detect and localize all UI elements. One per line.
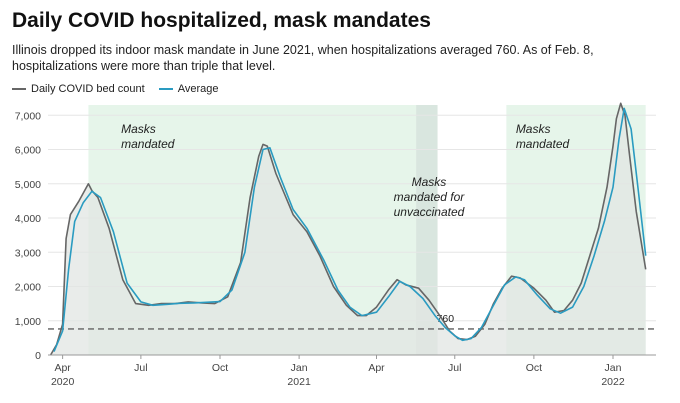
annotation-1-line-0: Masks bbox=[412, 175, 447, 189]
y-tick-label-1000: 1,000 bbox=[15, 316, 41, 328]
x-tick-label-6: Oct bbox=[526, 362, 542, 374]
annotation-1-line-1: mandated for bbox=[394, 190, 466, 204]
y-tick-label-3000: 3,000 bbox=[15, 247, 41, 259]
annotation-0-line-1: mandated bbox=[121, 137, 175, 151]
annotation-2-line-1: mandated bbox=[516, 137, 570, 151]
y-tick-label-6000: 6,000 bbox=[15, 145, 41, 157]
x-tick-year-2020: 2020 bbox=[51, 376, 75, 388]
legend-label-average: Average bbox=[177, 83, 219, 95]
x-tick-label-7: Jan bbox=[605, 362, 622, 374]
y-tick-label-2000: 2,000 bbox=[15, 282, 41, 294]
annotation-1-line-2: unvaccinated bbox=[394, 205, 465, 219]
legend: Daily COVID bed count Average bbox=[12, 83, 233, 95]
y-tick-label-5000: 5,000 bbox=[15, 179, 41, 191]
chart-subtitle: Illinois dropped its indoor mask mandate… bbox=[12, 43, 594, 73]
legend-item-average: Average bbox=[158, 83, 219, 95]
y-tick-label-7000: 7,000 bbox=[15, 110, 41, 122]
legend-label-daily: Daily COVID bed count bbox=[31, 83, 145, 95]
x-tick-label-4: Apr bbox=[368, 362, 385, 374]
area-fill-daily bbox=[50, 103, 646, 355]
annotation-2-line-0: Masks bbox=[516, 122, 551, 136]
x-tick-label-5: Jul bbox=[448, 362, 461, 374]
legend-item-daily: Daily COVID bed count bbox=[12, 83, 145, 95]
x-tick-year-2021: 2021 bbox=[287, 376, 311, 388]
x-tick-label-1: Jul bbox=[134, 362, 147, 374]
x-tick-label-2: Oct bbox=[212, 362, 228, 374]
annotation-0-line-0: Masks bbox=[121, 122, 156, 136]
chart-title: Daily COVID hospitalized, mask mandates bbox=[12, 9, 431, 32]
legend-swatch-daily bbox=[12, 88, 26, 90]
legend-swatch-average bbox=[158, 88, 173, 90]
x-tick-label-3: Jan bbox=[291, 362, 308, 374]
x-tick-year-2022: 2022 bbox=[601, 376, 625, 388]
series-line-average bbox=[53, 107, 647, 352]
x-tick-label-0: Apr bbox=[54, 362, 71, 374]
series-line-daily bbox=[49, 102, 647, 356]
y-tick-label-4000: 4,000 bbox=[15, 213, 41, 225]
y-tick-label-0: 0 bbox=[35, 350, 41, 362]
